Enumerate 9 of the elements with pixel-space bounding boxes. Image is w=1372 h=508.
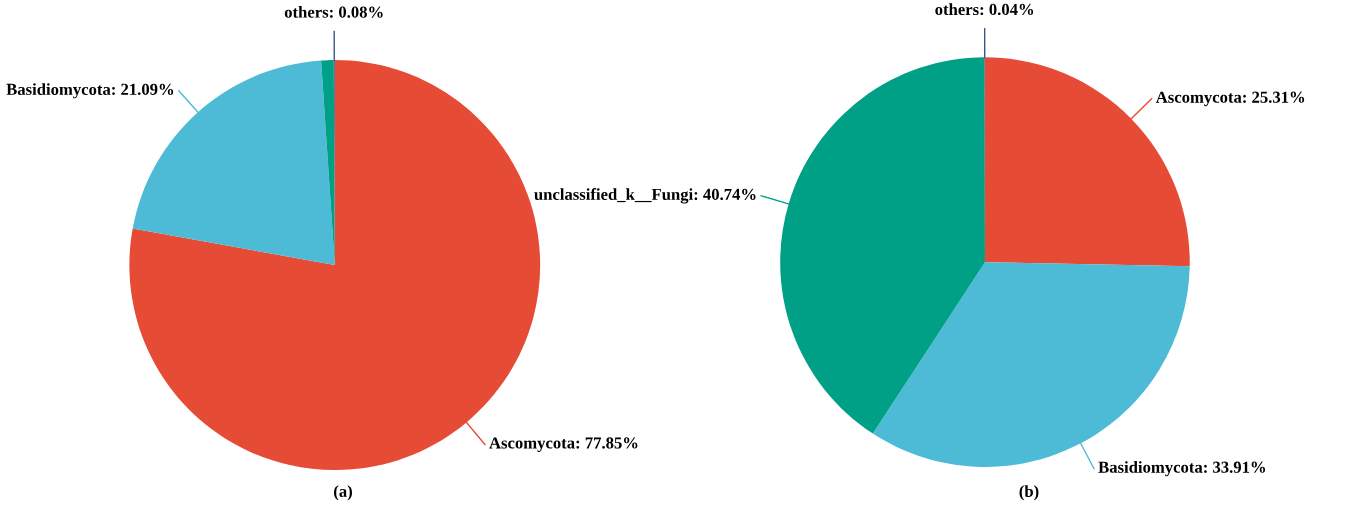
- text: (b): [1019, 485, 1039, 501]
- slice-label: Ascomycota: 25.31%: [1155, 91, 1305, 107]
- slice-label: unclassified_k__Fungi: 40.74%: [534, 188, 756, 204]
- slice-label: others: 0.08%: [284, 6, 383, 18]
- slice-label: Ascomycota: 77.85%: [489, 437, 638, 452]
- slice-label: others: 0.04%: [935, 3, 1034, 16]
- text: (a): [334, 485, 352, 501]
- slice-label: Basidiomycota: 33.91%: [1098, 461, 1266, 477]
- slice-label: Basidiomycota: 21.09%: [6, 83, 174, 99]
